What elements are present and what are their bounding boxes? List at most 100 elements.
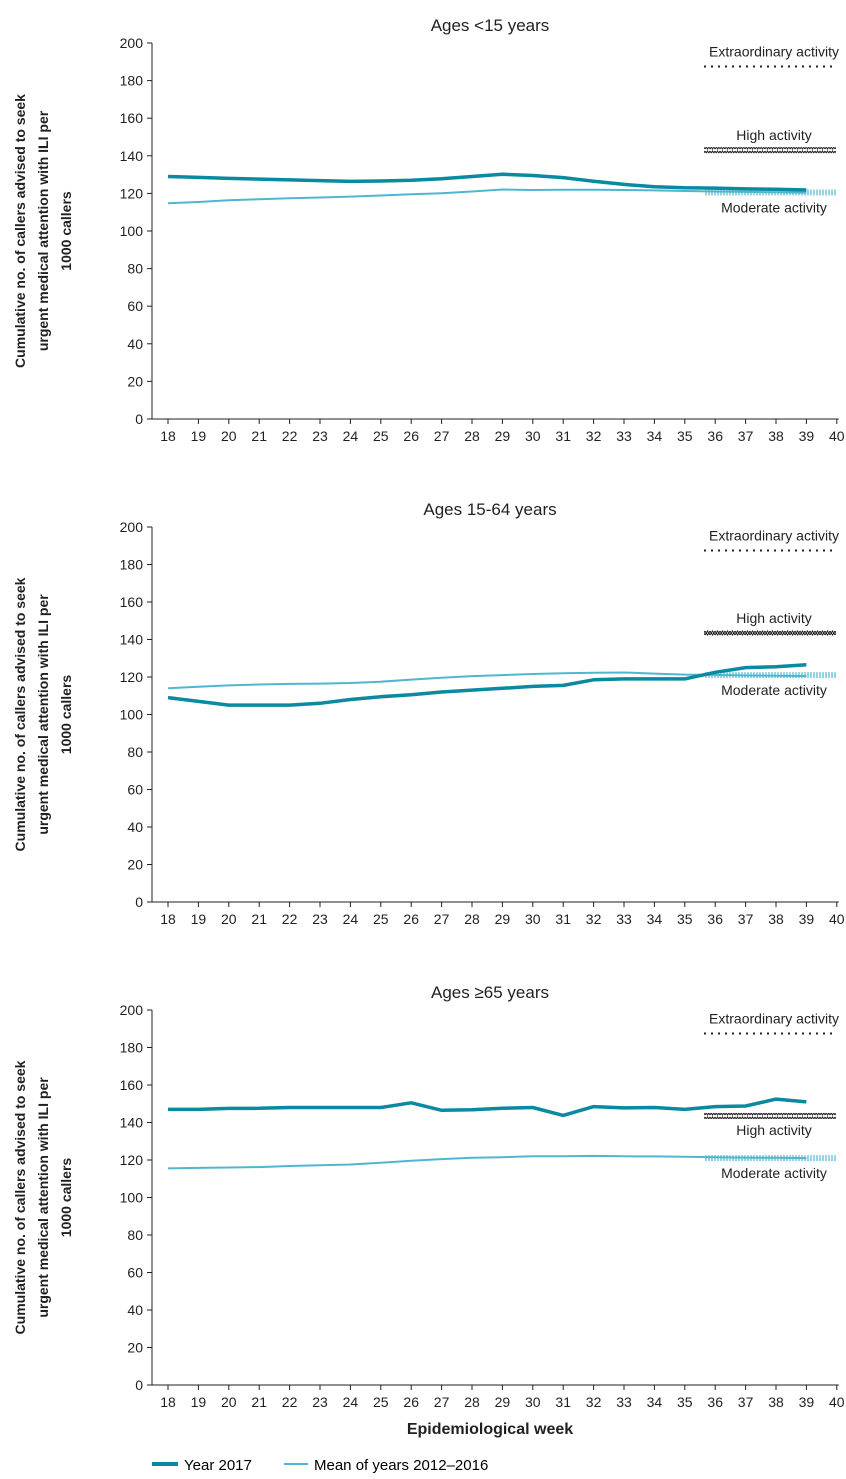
y-axis-label: 1000 callers — [58, 675, 74, 755]
y-tick-label: 60 — [127, 782, 143, 798]
threshold-line-high-activity — [704, 629, 836, 636]
x-tick-label: 31 — [555, 1394, 571, 1410]
y-tick-label: 200 — [120, 35, 144, 51]
chart-title: Ages <15 years — [431, 16, 550, 35]
x-tick-label: 19 — [191, 428, 207, 444]
y-tick-label: 100 — [120, 1190, 144, 1206]
y-tick-label: 100 — [120, 223, 144, 239]
x-tick-label: 23 — [312, 911, 328, 927]
x-tick-label: 35 — [677, 1394, 693, 1410]
x-tick-label: 20 — [221, 1394, 237, 1410]
threshold-label-high-activity: High activity — [736, 1122, 811, 1138]
x-tick-label: 34 — [647, 911, 663, 927]
x-tick-label: 26 — [403, 911, 419, 927]
x-tick-label: 23 — [312, 428, 328, 444]
x-tick-label: 33 — [616, 428, 632, 444]
x-tick-label: 38 — [768, 911, 784, 927]
y-axis-label: urgent medical attention with ILI per — [35, 594, 51, 835]
x-tick-label: 19 — [191, 911, 207, 927]
x-tick-label: 35 — [677, 428, 693, 444]
x-tick-label: 34 — [647, 428, 663, 444]
x-tick-label: 22 — [282, 911, 298, 927]
y-tick-label: 140 — [120, 1115, 144, 1131]
x-tick-label: 40 — [829, 428, 845, 444]
x-tick-label: 29 — [495, 1394, 511, 1410]
x-tick-label: 28 — [464, 1394, 480, 1410]
y-tick-label: 20 — [127, 857, 143, 873]
x-tick-label: 32 — [586, 911, 602, 927]
x-tick-label: 36 — [707, 428, 723, 444]
x-tick-label: 18 — [160, 1394, 176, 1410]
x-tick-label: 18 — [160, 911, 176, 927]
threshold-label-high-activity: High activity — [736, 610, 811, 626]
x-tick-label: 37 — [738, 428, 754, 444]
x-tick-label: 27 — [434, 428, 450, 444]
x-tick-label: 21 — [251, 428, 267, 444]
threshold-label-extraordinary-activity: Extraordinary activity — [709, 1010, 839, 1026]
y-tick-label: 120 — [120, 669, 144, 685]
y-tick-label: 160 — [120, 594, 144, 610]
y-axis-label: Cumulative no. of callers advised to see… — [12, 577, 28, 851]
x-tick-label: 19 — [191, 1394, 207, 1410]
x-tick-label: 36 — [707, 1394, 723, 1410]
x-tick-label: 25 — [373, 428, 389, 444]
threshold-label-extraordinary-activity: Extraordinary activity — [709, 44, 839, 60]
x-tick-label: 24 — [343, 911, 359, 927]
y-tick-label: 180 — [120, 1040, 144, 1056]
x-tick-label: 25 — [373, 1394, 389, 1410]
x-tick-label: 18 — [160, 428, 176, 444]
x-tick-label: 30 — [525, 1394, 541, 1410]
y-tick-label: 160 — [120, 110, 144, 126]
x-tick-label: 26 — [403, 1394, 419, 1410]
y-tick-label: 60 — [127, 1265, 143, 1281]
y-tick-label: 40 — [127, 1302, 143, 1318]
y-tick-label: 140 — [120, 632, 144, 648]
x-tick-label: 22 — [282, 1394, 298, 1410]
x-tick-label: 37 — [738, 911, 754, 927]
x-tick-label: 33 — [616, 1394, 632, 1410]
y-tick-label: 180 — [120, 73, 144, 89]
y-tick-label: 200 — [120, 1002, 144, 1018]
y-tick-label: 40 — [127, 336, 143, 352]
x-tick-label: 23 — [312, 1394, 328, 1410]
legend: Year 2017 Mean of years 2012–2016 — [152, 1457, 488, 1474]
x-tick-label: 40 — [829, 911, 845, 927]
x-tick-label: 39 — [799, 428, 815, 444]
y-axis-label: Cumulative no. of callers advised to see… — [12, 94, 28, 368]
chart-panel-3: Ages ≥65 years Cumulative no. of callers … — [12, 983, 845, 1438]
legend-label-year-2017: Year 2017 — [184, 1457, 252, 1474]
y-tick-label: 200 — [120, 519, 144, 535]
x-tick-label: 35 — [677, 911, 693, 927]
x-tick-label: 37 — [738, 1394, 754, 1410]
x-tick-label: 27 — [434, 911, 450, 927]
y-tick-label: 120 — [120, 1152, 144, 1168]
threshold-label-moderate-activity: Moderate activity — [721, 682, 827, 698]
y-tick-label: 20 — [127, 373, 143, 389]
series-line-mean — [167, 1154, 807, 1170]
chart-title: Ages ≥65 years — [431, 983, 549, 1002]
x-tick-label: 39 — [799, 1394, 815, 1410]
x-tick-label: 21 — [251, 911, 267, 927]
x-tick-label: 30 — [525, 428, 541, 444]
y-axis-label: Cumulative no. of callers advised to see… — [12, 1060, 28, 1334]
y-tick-label: 0 — [135, 1377, 143, 1393]
x-tick-label: 27 — [434, 1394, 450, 1410]
series-line-mean — [167, 188, 807, 205]
x-tick-label: 28 — [464, 428, 480, 444]
y-tick-label: 60 — [127, 298, 143, 314]
x-tick-label: 31 — [555, 428, 571, 444]
y-axis-label: 1000 callers — [58, 191, 74, 271]
x-tick-label: 40 — [829, 1394, 845, 1410]
x-tick-label: 20 — [221, 911, 237, 927]
x-tick-label: 34 — [647, 1394, 663, 1410]
threshold-line-high-activity — [704, 147, 836, 154]
threshold-label-extraordinary-activity: Extraordinary activity — [709, 527, 839, 543]
y-tick-label: 0 — [135, 894, 143, 910]
threshold-label-high-activity: High activity — [736, 127, 811, 143]
chart-panel-1: Ages <15 years Cumulative no. of callers … — [12, 16, 845, 444]
threshold-label-moderate-activity: Moderate activity — [721, 1165, 827, 1181]
x-tick-label: 30 — [525, 911, 541, 927]
series-line-year-2017 — [167, 172, 807, 192]
x-tick-label: 24 — [343, 1394, 359, 1410]
